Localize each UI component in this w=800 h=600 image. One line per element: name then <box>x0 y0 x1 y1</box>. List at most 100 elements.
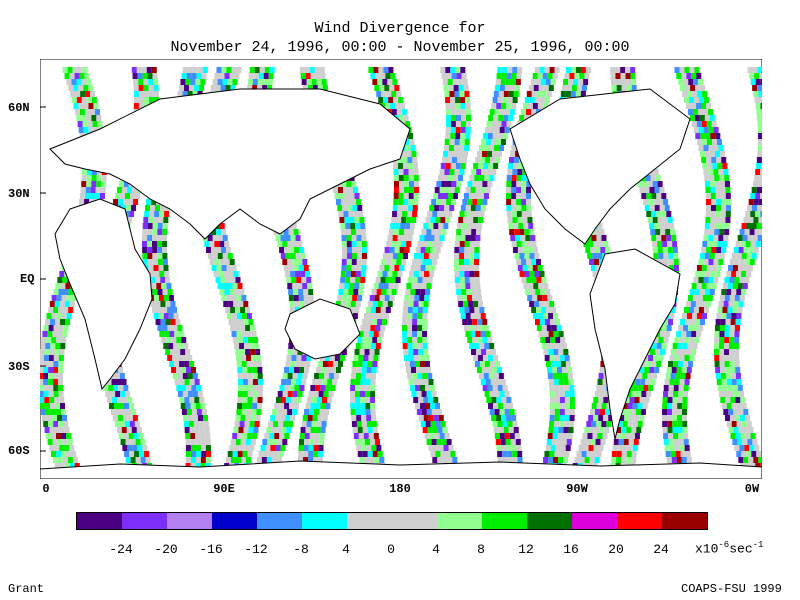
swath-cell <box>504 391 510 397</box>
swath-cell <box>500 79 506 85</box>
swath-cell <box>322 415 328 421</box>
swath-cell <box>214 73 220 79</box>
swath-cell <box>531 91 537 97</box>
swath-cell <box>598 241 604 247</box>
swath-cell <box>309 439 315 445</box>
swath-cell <box>551 343 557 349</box>
swath-cell <box>507 97 513 103</box>
swath-cell <box>318 445 324 451</box>
swath-cell <box>450 115 456 121</box>
swath-cell <box>407 313 413 319</box>
swath-cell <box>325 367 331 373</box>
swath-cell <box>694 97 700 103</box>
swath-cell <box>559 391 565 397</box>
swath-cell <box>730 433 736 439</box>
swath-cell <box>653 169 659 175</box>
swath-cell <box>184 361 190 367</box>
swath-cell <box>293 229 299 235</box>
swath-cell <box>754 73 760 79</box>
swath-cell <box>257 379 263 385</box>
swath-cell <box>445 217 451 223</box>
swath-cell <box>468 217 474 223</box>
swath-cell <box>403 349 409 355</box>
swath-cell <box>353 433 359 439</box>
swath-cell <box>205 439 211 445</box>
swath-cell <box>474 253 480 259</box>
swath-cell <box>711 157 717 163</box>
swath-cell <box>603 241 609 247</box>
swath-cell <box>229 289 235 295</box>
swath-cell <box>496 73 502 79</box>
swath-cell <box>564 385 570 391</box>
swath-cell <box>244 445 250 451</box>
swath-cell <box>454 169 460 175</box>
swath-cell <box>148 97 154 103</box>
swath-cell <box>739 277 745 283</box>
swath-cell <box>703 145 709 151</box>
swath-cell <box>242 385 248 391</box>
swath-cell <box>521 205 527 211</box>
swath-cell <box>642 403 648 409</box>
swath-cell <box>393 181 399 187</box>
swath-cell <box>227 451 233 457</box>
swath-cell <box>442 193 448 199</box>
swath-cell <box>468 301 474 307</box>
swath-cell <box>82 67 88 73</box>
swath-cell <box>236 409 242 415</box>
swath-cell <box>42 331 48 337</box>
swath-cell <box>511 211 517 217</box>
swath-cell <box>588 445 594 451</box>
swath-cell <box>138 433 144 439</box>
swath-cell <box>519 271 525 277</box>
swath-cell <box>299 439 305 445</box>
swath-cell <box>386 241 392 247</box>
swath-cell <box>674 355 680 361</box>
swath-cell <box>705 271 711 277</box>
swath-cell <box>653 199 659 205</box>
swath-cell <box>203 421 209 427</box>
swath-cell <box>449 91 455 97</box>
swath-cell <box>467 319 473 325</box>
swath-cell <box>366 421 372 427</box>
swath-cell <box>446 199 452 205</box>
swath-cell <box>361 247 367 253</box>
swath-cell <box>247 385 253 391</box>
swath-cell <box>185 439 191 445</box>
swath-cell <box>373 355 379 361</box>
swath-cell <box>641 391 647 397</box>
swath-cell <box>501 73 507 79</box>
swath-cell <box>167 289 173 295</box>
swath-cell <box>650 229 656 235</box>
swath-cell <box>383 283 389 289</box>
swath-cell <box>242 403 248 409</box>
swath-cell <box>494 127 500 133</box>
swath-cell <box>170 319 176 325</box>
swath-cell <box>337 205 343 211</box>
swath-cell <box>181 409 187 415</box>
swath-cell <box>410 385 416 391</box>
swath-cell <box>738 409 744 415</box>
swath-cell <box>462 295 468 301</box>
swath-cell <box>462 79 468 85</box>
swath-cell <box>268 421 274 427</box>
swath-cell <box>558 427 564 433</box>
swath-cell <box>111 379 117 385</box>
swath-cell <box>60 403 66 409</box>
swath-cell <box>211 265 217 271</box>
swath-cell <box>606 421 612 427</box>
swath-cell <box>349 193 355 199</box>
swath-cell <box>687 91 693 97</box>
swath-cell <box>452 79 458 85</box>
swath-cell <box>667 247 673 253</box>
swath-cell <box>668 253 674 259</box>
swath-cell <box>698 145 704 151</box>
swath-cell <box>684 445 690 451</box>
swath-cell <box>292 373 298 379</box>
swath-cell <box>356 235 362 241</box>
swath-cell <box>270 415 276 421</box>
swath-cell <box>295 361 301 367</box>
swath-cell <box>467 295 473 301</box>
swath-cell <box>190 403 196 409</box>
swath-cell <box>427 241 433 247</box>
swath-cell <box>484 127 490 133</box>
